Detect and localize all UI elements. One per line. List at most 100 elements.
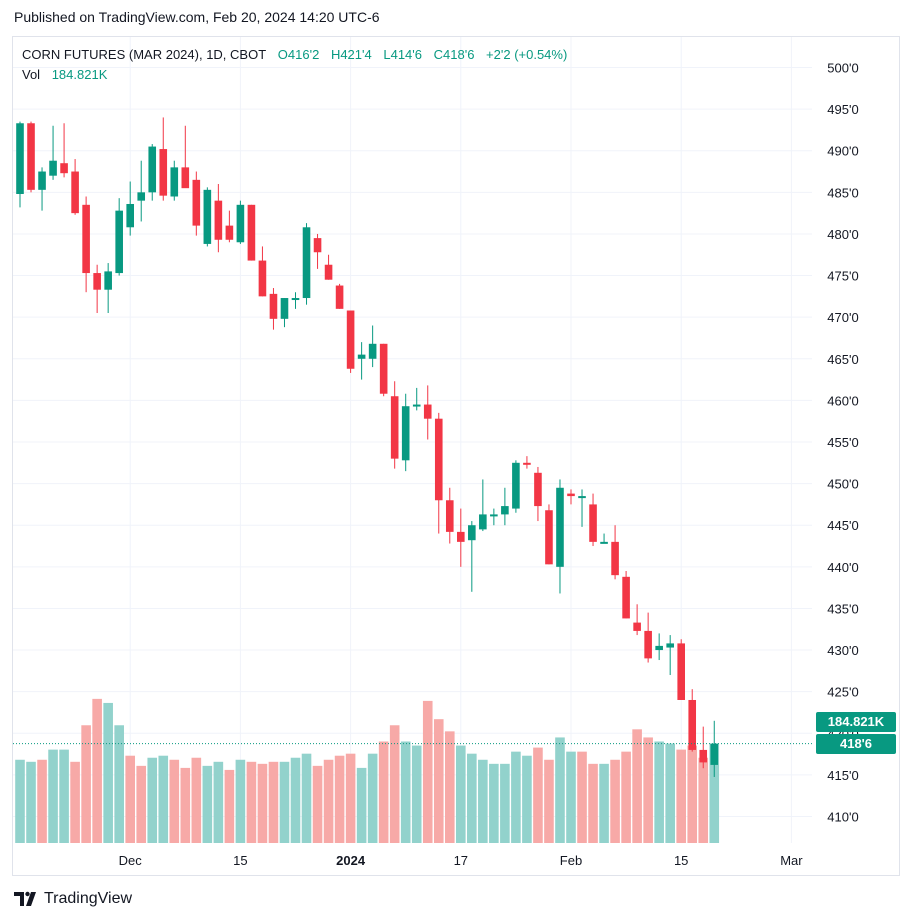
y-tick-label: 475'0: [827, 269, 858, 284]
symbol-title: CORN FUTURES (MAR 2024), 1D, CBOT: [22, 47, 267, 62]
candle-body: [644, 630, 652, 659]
volume-bar: [26, 761, 36, 843]
candle-body: [434, 418, 443, 501]
candle-body: [457, 531, 465, 542]
candle-body: [710, 743, 719, 765]
volume-label: Vol: [22, 67, 41, 82]
volume-bar: [621, 751, 631, 843]
candle-body: [115, 210, 123, 274]
volume-bar: [599, 763, 609, 843]
candle-body: [49, 160, 57, 176]
volume-bar: [356, 767, 367, 843]
candle-body: [600, 541, 608, 544]
change-value: +2'2 (+0.54%): [486, 47, 568, 62]
volume-bar: [290, 757, 301, 843]
volume-bar: [323, 759, 334, 843]
candle-body: [16, 123, 24, 194]
volume-bar: [533, 747, 543, 843]
volume-bar: [257, 763, 268, 843]
volume-bar: [654, 741, 664, 843]
candle-body: [104, 271, 112, 290]
y-tick-label: 455'0: [827, 435, 858, 450]
legend-ohlc-row: CORN FUTURES (MAR 2024), 1D, CBOT O416'2…: [22, 45, 567, 65]
candle-body: [655, 645, 663, 651]
chart-legend: CORN FUTURES (MAR 2024), 1D, CBOT O416'2…: [22, 45, 567, 85]
low-value: 414'6: [390, 47, 422, 62]
candle-body: [622, 576, 630, 619]
candle-body: [225, 225, 234, 240]
y-tick-label: 410'0: [827, 810, 858, 825]
volume-bar: [268, 761, 279, 843]
y-tick-label: 480'0: [827, 227, 858, 242]
candle-body: [236, 204, 245, 243]
volume-bar: [378, 741, 389, 843]
volume-bar: [279, 761, 290, 843]
volume-bar: [489, 763, 499, 843]
y-tick-label: 470'0: [827, 310, 858, 325]
candle-body: [633, 622, 641, 631]
volume-bar: [676, 749, 686, 843]
footer-branding[interactable]: TradingView: [14, 890, 132, 908]
volume-bar: [103, 702, 113, 843]
candle-body: [258, 260, 267, 297]
candle-body: [302, 227, 311, 299]
candle-body: [357, 354, 366, 359]
candle-body: [423, 404, 432, 419]
volume-bar: [433, 719, 444, 843]
candle-body: [545, 510, 553, 565]
volume-bar: [147, 757, 158, 843]
y-tick-label: 435'0: [827, 601, 858, 616]
volume-bar: [246, 761, 257, 843]
y-tick-label: 450'0: [827, 477, 858, 492]
volume-bar: [411, 745, 422, 843]
candle-body: [324, 264, 333, 280]
volume-bar: [665, 743, 675, 843]
candle-body: [512, 462, 520, 509]
y-tick-label: 490'0: [827, 144, 858, 159]
volume-bar: [610, 759, 620, 843]
candle-body: [291, 298, 300, 301]
candle-body: [556, 487, 564, 567]
volume-bar: [588, 763, 598, 843]
volume-bar: [213, 761, 224, 843]
volume-bar: [235, 759, 246, 843]
candle-body: [501, 506, 509, 515]
candle-body: [148, 146, 157, 193]
candle-body: [280, 298, 289, 319]
volume-bar: [114, 725, 124, 843]
open-value: 416'2: [287, 47, 320, 62]
candle-body: [269, 293, 278, 319]
volume-bar: [444, 731, 455, 843]
y-tick-label: 425'0: [827, 685, 858, 700]
candle-body: [38, 171, 46, 190]
candle-body: [313, 238, 322, 253]
candle-body: [445, 500, 454, 532]
volume-bar: [70, 761, 80, 843]
volume-bar: [37, 759, 47, 843]
low-label: L: [383, 47, 391, 62]
x-tick-label: 15: [233, 853, 247, 868]
candle-body: [479, 514, 487, 530]
x-tick-label: Dec: [119, 853, 143, 868]
volume-bar: [136, 765, 147, 843]
candle-body: [666, 643, 674, 648]
volume-bar: [202, 765, 213, 843]
volume-bar: [180, 767, 191, 843]
y-tick-label: 415'0: [827, 768, 858, 783]
volume-bar: [312, 765, 323, 843]
candle-body: [390, 396, 399, 459]
candle-body: [60, 163, 68, 174]
volume-bar: [544, 759, 554, 843]
candle-body: [181, 167, 190, 189]
volume-bar: [92, 698, 102, 843]
candle-body: [534, 472, 542, 507]
y-tick-label: 460'0: [827, 393, 858, 408]
volume-bar: [709, 743, 720, 843]
chart-frame[interactable]: [12, 36, 900, 876]
x-tick-label: 2024: [336, 853, 366, 868]
x-tick-label: Feb: [560, 853, 582, 868]
legend-volume-row: Vol 184.821K: [22, 65, 567, 85]
y-tick-label: 430'0: [827, 643, 858, 658]
y-tick-label: 495'0: [827, 102, 858, 117]
